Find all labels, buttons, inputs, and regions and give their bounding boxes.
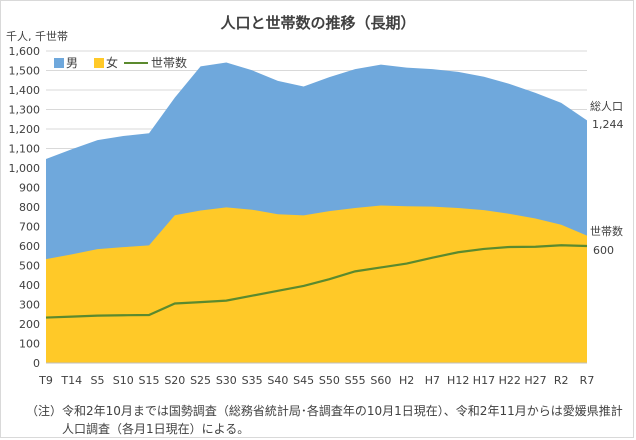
legend-label-households: 世帯数 (151, 55, 187, 70)
y-tick-labels: 0 100 200 300 400 500 600 700 800 900 1,000 1,100 1,… (9, 45, 41, 370)
legend-swatch-male (54, 58, 64, 68)
households-label: 世帯数 (590, 225, 623, 238)
y-tick-label: 800 (19, 201, 40, 214)
x-tick-label: H7 (425, 374, 440, 387)
x-tick-label: S10 (113, 374, 134, 387)
x-tick-label: H22 (499, 374, 521, 387)
y-tick-label: 900 (19, 182, 40, 195)
total-population-value: 1,244 (592, 118, 624, 131)
x-tick-label: S25 (190, 374, 211, 387)
x-tick-label: S60 (370, 374, 391, 387)
households-value: 600 (593, 244, 614, 257)
x-tick-label: T9 (38, 374, 53, 387)
x-tick-labels: T9 T14 S5 S10 S15 S20 S25 S30 S35 S40 S45 S50 S55 S60… (38, 362, 595, 387)
x-tick-label: H27 (524, 374, 546, 387)
x-tick-label: H12 (447, 374, 469, 387)
y-tick-label: 100 (19, 338, 40, 351)
y-tick-label: 1,100 (9, 143, 41, 156)
footnote-line-2: 人口調査（各月1日現在）による。 (62, 422, 250, 436)
legend-swatch-female (94, 58, 104, 68)
y-tick-label: 200 (19, 318, 40, 331)
x-tick-label: S15 (139, 374, 160, 387)
x-tick-label: S20 (164, 374, 185, 387)
line-series (45, 244, 588, 319)
y-tick-label: 1,500 (9, 65, 41, 78)
y-tick-label: 1,600 (9, 45, 41, 58)
x-tick-label: S45 (293, 374, 314, 387)
x-tick-label: S55 (345, 374, 366, 387)
end-annotations: 総人口 1,244 世帯数 600 (590, 99, 624, 257)
total-population-label: 総人口 (590, 99, 623, 113)
y-tick-label: 300 (19, 299, 40, 312)
x-tick-label: R7 (580, 374, 595, 387)
area-series (46, 62, 587, 363)
x-tick-label: S50 (319, 374, 340, 387)
households-line (45, 244, 588, 319)
y-tick-label: 700 (19, 221, 40, 234)
x-tick-label: T14 (60, 374, 82, 387)
x-tick-label: R2 (554, 374, 569, 387)
footnote: （注）令和2年10月までは国勢調査（総務省統計局･各調査年の10月1日現在）、令… (26, 402, 626, 438)
y-tick-label: 1,200 (9, 123, 41, 136)
y-tick-label: 0 (33, 357, 40, 370)
area-female (46, 205, 587, 363)
x-tick-label: S30 (216, 374, 237, 387)
legend: 男 女 世帯数 (54, 55, 187, 70)
chart-title: 人口と世帯数の推移（長期） (220, 14, 415, 32)
y-tick-label: 1,300 (9, 104, 41, 117)
y-tick-label: 500 (19, 260, 40, 273)
x-tick-label: H17 (473, 374, 495, 387)
x-tick-label: S5 (91, 374, 105, 387)
legend-label-female: 女 (106, 55, 118, 70)
legend-label-male: 男 (66, 56, 78, 70)
chart: 人口と世帯数の推移（長期） 千人, 千世帯 0 100 200 300 400 500 60… (6, 14, 624, 387)
x-tick-label: S40 (267, 374, 288, 387)
y-tick-label: 600 (19, 240, 40, 253)
y-axis-unit: 千人, 千世帯 (6, 30, 68, 43)
x-tick-label: S35 (242, 374, 263, 387)
x-tick-label: H2 (399, 374, 414, 387)
y-tick-label: 1,000 (9, 162, 41, 175)
footnote-line-1: （注）令和2年10月までは国勢調査（総務省統計局･各調査年の10月1日現在）、令… (26, 404, 623, 418)
y-tick-label: 1,400 (9, 84, 41, 97)
y-tick-label: 400 (19, 279, 40, 292)
